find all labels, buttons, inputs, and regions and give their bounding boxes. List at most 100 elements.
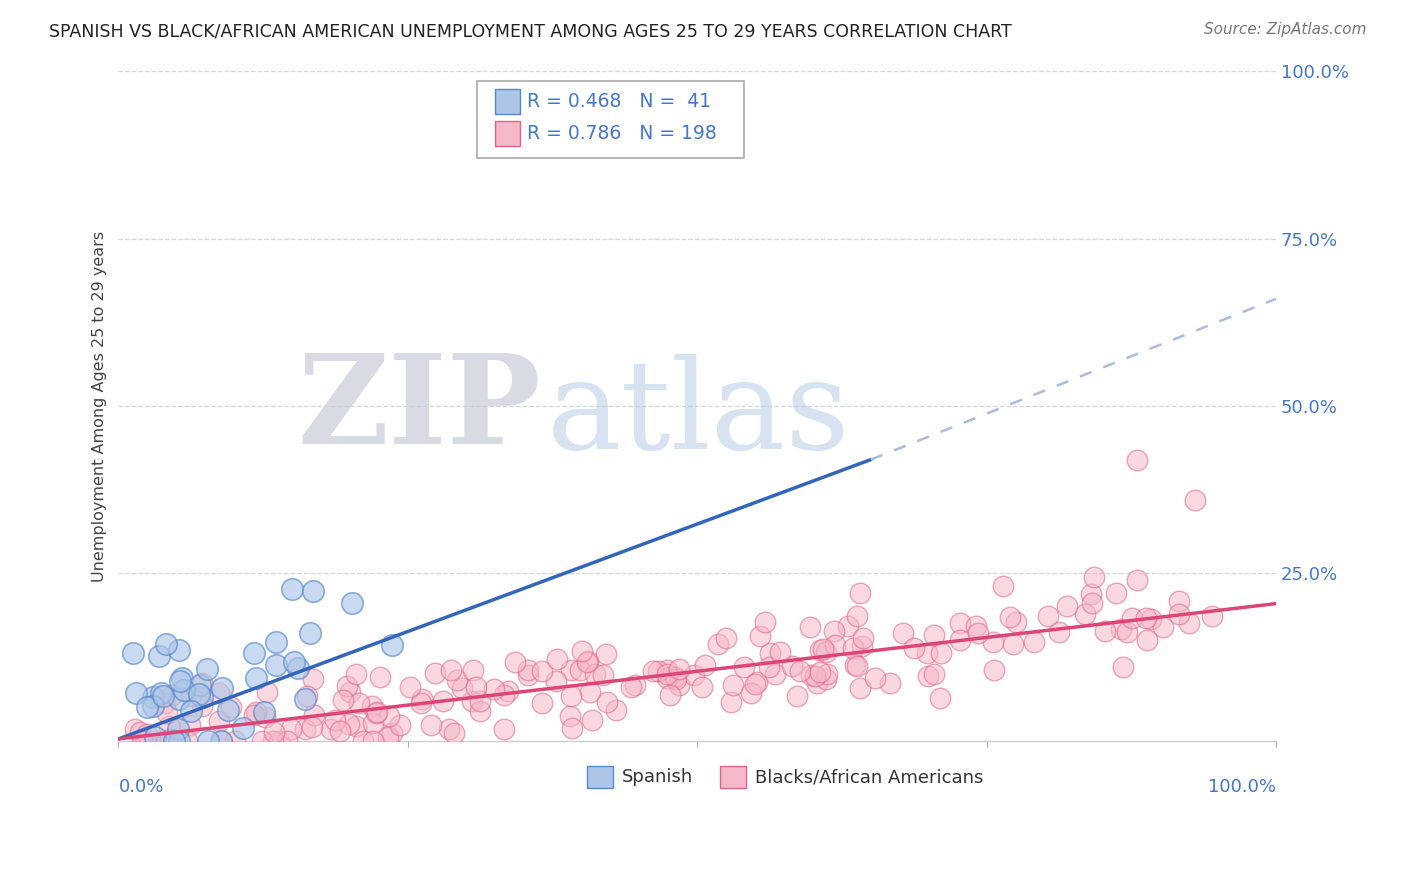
Point: [1080, 587, 1102, 601]
Point: [440, 663, 463, 677]
Point: [446, 673, 468, 687]
Point: [1136, 632, 1159, 647]
Point: [250, 734, 273, 748]
Point: [530, 697, 553, 711]
Point: [378, 708, 401, 723]
Point: [152, 689, 174, 703]
Point: [195, 662, 218, 676]
Point: [482, 681, 505, 696]
Point: [169, 674, 191, 689]
Point: [302, 584, 325, 599]
Point: [208, 686, 231, 700]
Point: [224, 734, 246, 748]
Point: [1167, 594, 1189, 608]
Point: [179, 718, 201, 732]
Point: [492, 722, 515, 736]
Point: [468, 704, 491, 718]
Point: [169, 692, 191, 706]
Point: [176, 734, 198, 748]
Point: [461, 663, 484, 677]
Point: [1002, 637, 1025, 651]
Point: [804, 668, 827, 682]
Point: [1056, 599, 1078, 613]
Text: Spanish: Spanish: [621, 768, 693, 786]
Bar: [588, 766, 613, 788]
Point: [569, 663, 592, 677]
Point: [922, 667, 945, 681]
Point: [917, 646, 939, 660]
Point: [786, 689, 808, 703]
Point: [280, 723, 302, 737]
Point: [668, 678, 690, 692]
Point: [361, 716, 384, 731]
Point: [1126, 452, 1149, 467]
Point: [581, 713, 603, 727]
Point: [461, 694, 484, 708]
Point: [851, 639, 873, 653]
Point: [723, 678, 745, 692]
Point: [352, 734, 374, 748]
Point: [879, 676, 901, 690]
Point: [180, 704, 202, 718]
Text: Blacks/African Americans: Blacks/African Americans: [755, 768, 983, 786]
Point: [411, 696, 433, 710]
Point: [135, 734, 157, 748]
Point: [571, 644, 593, 658]
Point: [863, 671, 886, 685]
Point: [965, 619, 987, 633]
Point: [242, 646, 264, 660]
Point: [264, 635, 287, 649]
Point: [560, 664, 582, 678]
Point: [780, 659, 803, 673]
Point: [605, 703, 627, 717]
Point: [332, 693, 354, 707]
Point: [160, 688, 183, 702]
Point: [294, 692, 316, 706]
Point: [1201, 609, 1223, 624]
Point: [465, 681, 488, 695]
Point: [432, 694, 454, 708]
Point: [707, 637, 730, 651]
Point: [837, 619, 859, 633]
Point: [1167, 607, 1189, 622]
Point: [560, 708, 582, 723]
Point: [368, 669, 391, 683]
Point: [1139, 612, 1161, 626]
Point: [561, 721, 583, 735]
Point: [329, 723, 352, 738]
Point: [122, 646, 145, 660]
Point: [922, 628, 945, 642]
Point: [560, 689, 582, 703]
Point: [695, 657, 717, 672]
Bar: [495, 88, 520, 114]
Point: [219, 699, 242, 714]
Y-axis label: Unemployment Among Ages 25 to 29 years: Unemployment Among Ages 25 to 29 years: [93, 230, 107, 582]
Point: [949, 615, 972, 630]
Point: [336, 679, 359, 693]
Point: [683, 667, 706, 681]
Point: [191, 690, 214, 704]
Point: [1135, 611, 1157, 625]
Point: [276, 734, 298, 748]
Point: [655, 663, 678, 677]
Point: [366, 705, 388, 719]
Point: [583, 666, 606, 681]
Point: [576, 653, 599, 667]
Point: [844, 658, 866, 673]
Text: R = 0.468   N =  41: R = 0.468 N = 41: [527, 92, 711, 111]
Text: 100.0%: 100.0%: [1208, 778, 1277, 796]
Point: [302, 707, 325, 722]
Text: R = 0.786   N = 198: R = 0.786 N = 198: [527, 124, 717, 143]
Point: [167, 722, 190, 736]
Point: [815, 666, 838, 681]
Point: [208, 714, 231, 728]
Point: [399, 680, 422, 694]
Point: [188, 678, 211, 692]
Point: [143, 730, 166, 744]
Point: [163, 734, 186, 748]
Point: [159, 732, 181, 747]
Point: [1178, 615, 1201, 630]
Point: [420, 717, 443, 731]
Point: [287, 661, 309, 675]
Point: [125, 686, 148, 700]
